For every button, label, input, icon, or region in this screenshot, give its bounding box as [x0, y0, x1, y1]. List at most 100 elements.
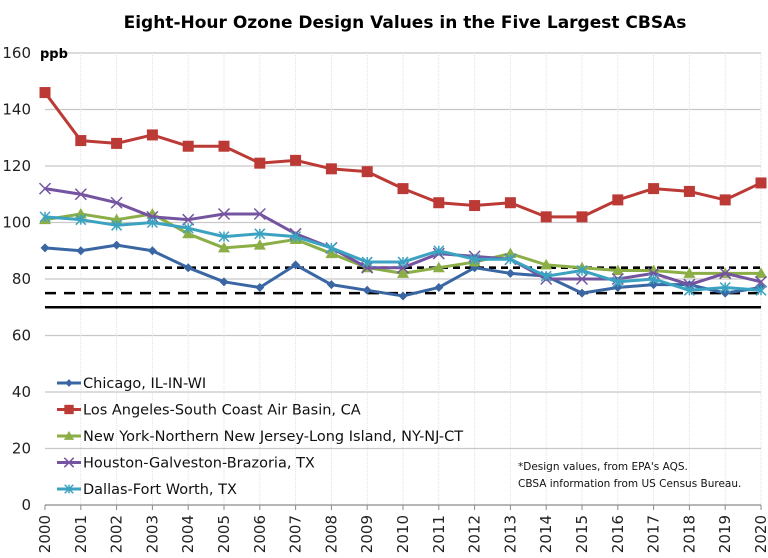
- x-tick-label: 2020: [752, 515, 768, 553]
- marker-square: [719, 194, 731, 206]
- series-0: [40, 240, 766, 301]
- marker-star: [218, 231, 230, 243]
- x-tick-label: 2003: [143, 515, 161, 553]
- marker-diamond: [112, 240, 122, 250]
- marker-star: [540, 270, 552, 282]
- y-tick-label: 40: [12, 383, 31, 401]
- source-note-line-2: CBSA information from US Census Bureau.: [518, 478, 741, 490]
- y-tick-label: 140: [2, 101, 31, 119]
- marker-star: [146, 216, 158, 229]
- legend-item: Dallas-Fort Worth, TX: [57, 482, 237, 498]
- x-tick-label: 2000: [36, 515, 54, 553]
- legend-label: Chicago, IL-IN-WI: [83, 376, 206, 392]
- x-tick-label: 2013: [501, 515, 519, 553]
- marker-triangle: [432, 261, 445, 273]
- marker-square: [182, 140, 194, 152]
- marker-triangle: [63, 430, 75, 440]
- marker-square: [254, 157, 266, 169]
- series-1: [39, 87, 767, 223]
- x-tick-label: 2001: [72, 515, 90, 553]
- marker-diamond: [362, 285, 372, 295]
- legend-item: Los Angeles-South Coast Air Basin, CA: [57, 403, 361, 419]
- y-axis-ticks: 0 20 40 60 80 100 120 140 160: [2, 44, 31, 514]
- x-tick-label: 2005: [215, 515, 233, 553]
- x-tick-label: 2017: [645, 515, 663, 553]
- series-2: [39, 208, 767, 278]
- series-group: [38, 87, 768, 301]
- y-tick-label: 20: [12, 440, 31, 458]
- marker-triangle: [397, 267, 409, 278]
- marker-star: [504, 253, 516, 265]
- marker-x: [146, 210, 159, 223]
- marker-star: [576, 264, 588, 277]
- marker-x: [217, 207, 231, 221]
- marker-star: [254, 228, 266, 240]
- marker-diamond: [183, 263, 193, 273]
- marker-diamond: [613, 282, 623, 292]
- x-tick-label: 2009: [358, 515, 376, 553]
- legend-label: Houston-Galveston-Brazoria, TX: [83, 456, 315, 472]
- marker-square: [504, 197, 516, 209]
- marker-diamond: [398, 291, 408, 301]
- marker-star: [612, 276, 624, 288]
- marker-diamond: [65, 379, 73, 387]
- x-tick-label: 2014: [537, 515, 555, 553]
- marker-x: [182, 213, 195, 226]
- marker-diamond: [720, 288, 730, 298]
- marker-x: [396, 261, 410, 274]
- marker-diamond: [219, 277, 229, 287]
- marker-diamond: [577, 288, 587, 298]
- marker-diamond: [326, 280, 336, 290]
- marker-square: [111, 137, 123, 149]
- marker-square: [75, 135, 87, 147]
- legend: Chicago, IL-IN-WI Los Angeles-South Coast…: [57, 376, 463, 498]
- marker-star: [361, 256, 373, 268]
- y-tick-label: 100: [2, 214, 31, 232]
- x-axis-ticks: 2000 2001 2002 2003 2004 2005 2006 2007 2008 2009…: [36, 515, 768, 553]
- legend-item: New York-Northern New Jersey-Long Island…: [57, 429, 463, 445]
- marker-diamond: [505, 268, 515, 278]
- y-tick-label: 160: [2, 44, 31, 62]
- marker-diamond: [147, 246, 157, 256]
- marker-star: [75, 214, 87, 226]
- legend-label: Dallas-Fort Worth, TX: [83, 482, 237, 498]
- marker-x: [361, 261, 374, 274]
- marker-triangle: [540, 258, 553, 270]
- marker-square: [39, 87, 51, 99]
- marker-square: [218, 140, 230, 152]
- marker-square: [648, 183, 660, 195]
- y-tick-label: 0: [21, 496, 31, 514]
- legend-label: Los Angeles-South Coast Air Basin, CA: [83, 403, 361, 419]
- x-tick-label: 2002: [108, 515, 126, 553]
- marker-diamond: [649, 280, 659, 290]
- marker-square: [361, 166, 373, 178]
- marker-square: [433, 197, 445, 209]
- marker-star: [64, 484, 74, 494]
- marker-diamond: [76, 246, 86, 256]
- source-note-line-1: *Design values, from EPA's AQS.: [518, 461, 688, 473]
- marker-star: [648, 273, 660, 285]
- marker-x: [110, 196, 123, 209]
- x-tick-label: 2004: [179, 515, 197, 553]
- marker-x: [719, 267, 732, 280]
- series-4: [39, 211, 767, 296]
- x-tick-label: 2012: [466, 515, 484, 553]
- marker-square: [683, 185, 695, 197]
- y-unit-label: ppb: [40, 47, 68, 62]
- legend-item: Houston-Galveston-Brazoria, TX: [57, 456, 315, 472]
- marker-star: [397, 256, 409, 268]
- marker-x: [754, 275, 768, 288]
- marker-square: [146, 129, 158, 141]
- marker-diamond: [255, 282, 265, 292]
- marker-square: [397, 183, 409, 195]
- marker-x: [74, 188, 87, 201]
- y-tick-label: 60: [12, 327, 31, 345]
- y-tick-label: 120: [2, 157, 31, 175]
- marker-square: [612, 194, 624, 206]
- x-tick-label: 2011: [430, 515, 448, 553]
- marker-square: [469, 200, 481, 212]
- marker-star: [469, 253, 481, 265]
- marker-square: [755, 177, 767, 189]
- marker-x: [647, 267, 660, 280]
- x-tick-label: 2008: [322, 515, 340, 553]
